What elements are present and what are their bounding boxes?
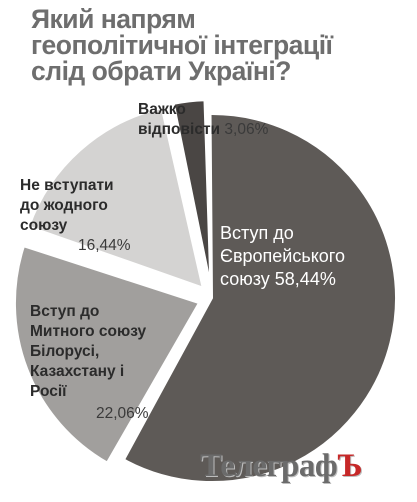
label-customs-line-4: Казахстану і [30, 363, 125, 380]
label-eu-line-1: Вступ до [220, 223, 294, 243]
chart-title-line-1: Який напрям [31, 4, 196, 34]
label-none-line-2: до жодного [20, 197, 108, 214]
label-customs-line-2: Митного союзу [30, 323, 147, 340]
label-hard-value: 3,06% [224, 121, 269, 138]
chart-title-line-2: геополітичної інтеграції [31, 30, 333, 60]
telegraf-logo: ТелеграфЪ [200, 448, 362, 485]
label-customs-line-5: Росії [30, 383, 67, 400]
slice-customs-union [13, 245, 201, 464]
chart-title-line-3: слід обрати Україні? [31, 56, 291, 86]
label-none-line-3: союзу [20, 217, 68, 234]
chart-title: Який напрям геополітичної інтеграції слі… [31, 4, 401, 86]
label-eu: Вступ до Європейського союзу 58,44% [220, 222, 345, 291]
logo-main: Телеграф [200, 448, 338, 484]
label-none-line-1: Не вступати [20, 177, 114, 194]
logo-last-letter: Ъ [337, 448, 362, 484]
label-none: Не вступати до жодного союзу 16,44% [20, 176, 131, 256]
slice-hard-to-answer [172, 99, 212, 285]
label-eu-value: 58,44% [274, 269, 336, 289]
label-hard-line-2: відповісти [138, 121, 221, 138]
slice-eu [122, 113, 397, 483]
label-none-value: 16,44% [78, 237, 131, 254]
label-hard: Важко відповісти 3,06% [138, 100, 268, 140]
label-customs: Вступ до Митного союзу Білорусі, Казахст… [30, 302, 149, 424]
label-customs-line-3: Білорусі, [30, 343, 100, 360]
label-eu-line-3: союзу [220, 269, 270, 289]
label-customs-value: 22,06% [96, 405, 149, 422]
label-customs-line-1: Вступ до [30, 303, 100, 320]
label-hard-line-1: Важко [138, 101, 186, 118]
label-eu-line-2: Європейського [220, 246, 345, 266]
slice-no-union [27, 106, 205, 290]
